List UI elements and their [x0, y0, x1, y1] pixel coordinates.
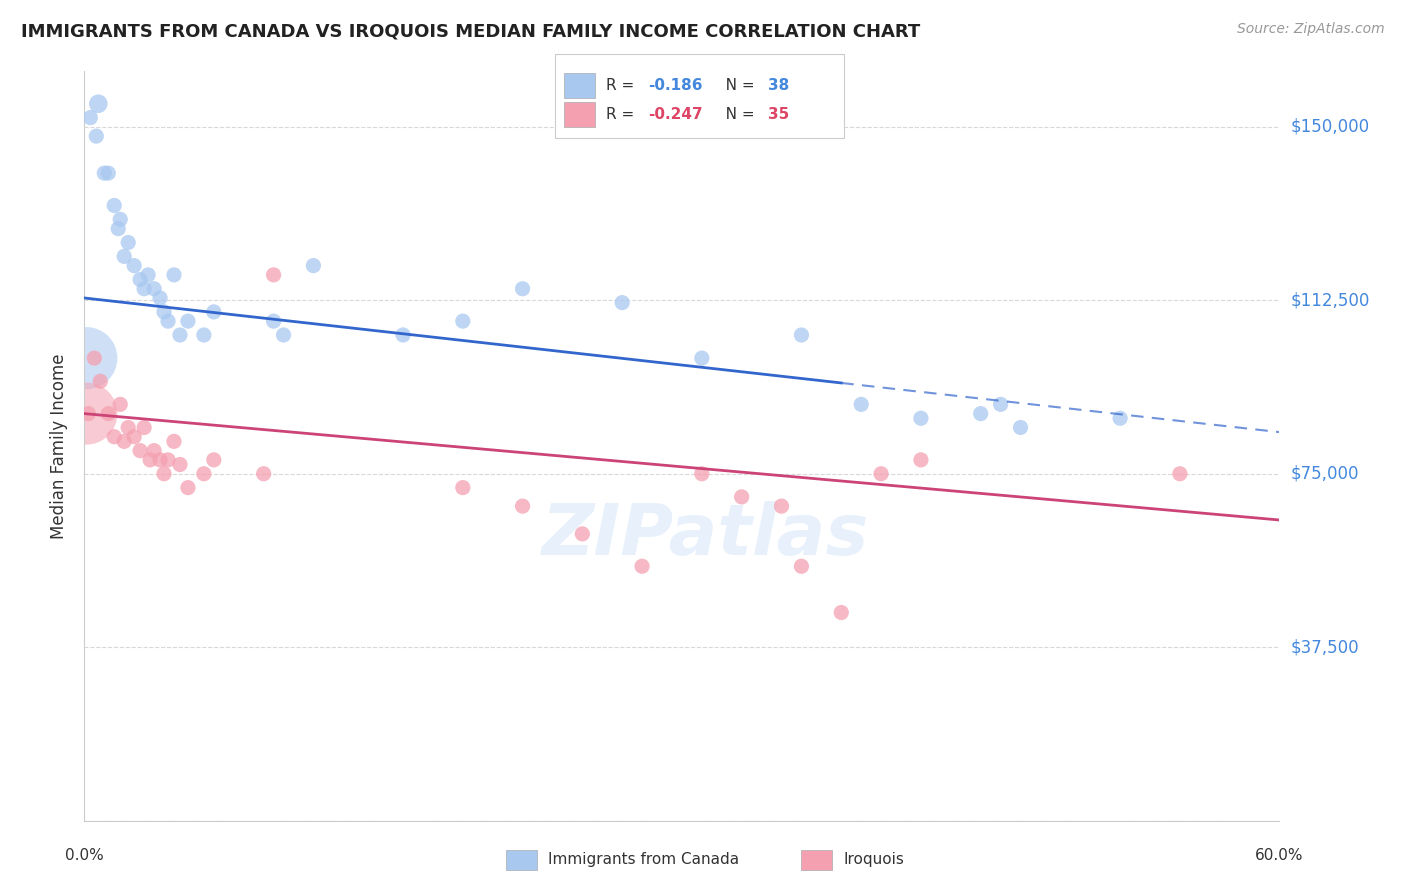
Text: Source: ZipAtlas.com: Source: ZipAtlas.com	[1237, 22, 1385, 37]
Point	[790, 559, 813, 574]
Point	[177, 481, 200, 495]
Point	[910, 411, 932, 425]
Point	[122, 259, 145, 273]
Point	[790, 328, 813, 343]
Point	[169, 328, 191, 343]
Text: R =: R =	[606, 107, 640, 122]
Point	[79, 111, 101, 125]
Point	[177, 314, 200, 328]
Point	[830, 606, 852, 620]
Text: 0.0%: 0.0%	[65, 848, 104, 863]
Point	[89, 374, 111, 388]
Point	[202, 453, 225, 467]
Text: $150,000: $150,000	[1291, 118, 1369, 136]
Point	[136, 268, 159, 282]
Text: IMMIGRANTS FROM CANADA VS IROQUOIS MEDIAN FAMILY INCOME CORRELATION CHART: IMMIGRANTS FROM CANADA VS IROQUOIS MEDIA…	[21, 22, 921, 40]
Text: 60.0%: 60.0%	[1256, 848, 1303, 863]
Point	[132, 420, 156, 434]
Point	[512, 282, 534, 296]
Point	[169, 458, 191, 472]
Point	[163, 434, 186, 449]
Point	[107, 221, 129, 235]
Text: -0.247: -0.247	[648, 107, 703, 122]
Point	[451, 314, 474, 328]
Point	[770, 499, 793, 513]
Point	[110, 212, 132, 227]
Point	[157, 314, 180, 328]
Point	[690, 467, 713, 481]
Point	[512, 499, 534, 513]
Point	[75, 351, 97, 365]
Text: ZIPatlas: ZIPatlas	[543, 501, 869, 570]
Point	[103, 430, 125, 444]
Point	[990, 397, 1012, 411]
Point	[87, 96, 110, 111]
Point	[1109, 411, 1132, 425]
Point	[129, 272, 152, 286]
Point	[392, 328, 415, 343]
Point	[193, 328, 215, 343]
Point	[1010, 420, 1032, 434]
Point	[93, 166, 115, 180]
Point	[302, 259, 325, 273]
Point	[253, 467, 276, 481]
Text: N =: N =	[711, 78, 759, 94]
Point	[117, 420, 139, 434]
Point	[117, 235, 139, 250]
Text: $75,000: $75,000	[1291, 465, 1360, 483]
Point	[851, 397, 873, 411]
Point	[122, 430, 145, 444]
Point	[149, 453, 172, 467]
Text: Iroquois: Iroquois	[844, 853, 904, 867]
Text: R =: R =	[606, 78, 640, 94]
Point	[86, 129, 108, 144]
Point	[139, 453, 162, 467]
Point	[273, 328, 295, 343]
Y-axis label: Median Family Income: Median Family Income	[51, 353, 69, 539]
Point	[263, 314, 285, 328]
Point	[731, 490, 754, 504]
Point	[97, 407, 120, 421]
Point	[83, 351, 105, 365]
Point	[153, 467, 176, 481]
Text: 38: 38	[768, 78, 789, 94]
Point	[631, 559, 654, 574]
Point	[153, 305, 176, 319]
Point	[77, 407, 100, 421]
Point	[112, 249, 135, 263]
Point	[263, 268, 285, 282]
Point	[143, 282, 166, 296]
Point	[571, 527, 593, 541]
Point	[75, 407, 97, 421]
Point	[110, 397, 132, 411]
Point	[1168, 467, 1191, 481]
Point	[163, 268, 186, 282]
Point	[451, 481, 474, 495]
Point	[202, 305, 225, 319]
Point	[193, 467, 215, 481]
Text: Immigrants from Canada: Immigrants from Canada	[548, 853, 740, 867]
Text: -0.186: -0.186	[648, 78, 703, 94]
Point	[143, 443, 166, 458]
Point	[129, 443, 152, 458]
Point	[970, 407, 993, 421]
Text: $37,500: $37,500	[1291, 638, 1360, 657]
Point	[157, 453, 180, 467]
Point	[112, 434, 135, 449]
Point	[910, 453, 932, 467]
Point	[103, 198, 125, 212]
Point	[132, 282, 156, 296]
Point	[149, 291, 172, 305]
Point	[97, 166, 120, 180]
Text: 35: 35	[768, 107, 789, 122]
Point	[870, 467, 893, 481]
Text: N =: N =	[711, 107, 759, 122]
Point	[690, 351, 713, 365]
Point	[612, 295, 634, 310]
Text: $112,500: $112,500	[1291, 292, 1369, 310]
